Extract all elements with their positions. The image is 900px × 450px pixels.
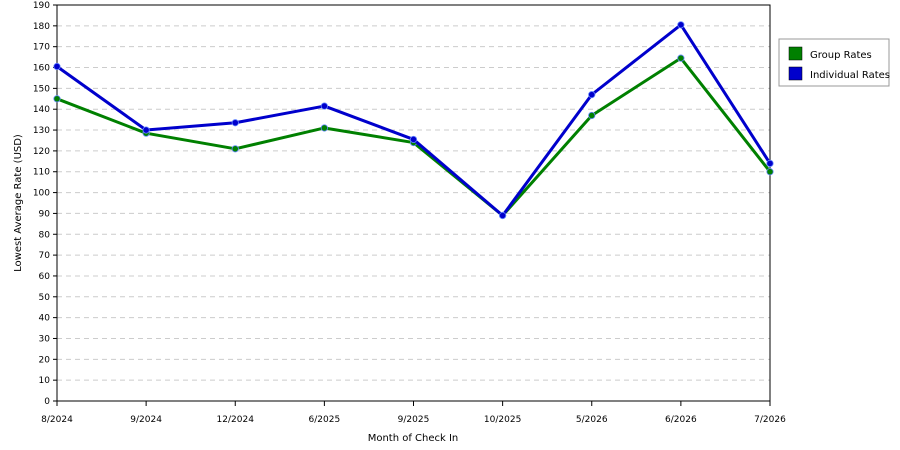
data-point-group-rates [231,145,239,153]
data-point-individual-rates [409,135,418,144]
data-point-group-rates [320,124,328,132]
data-point-individual-rates [499,211,507,220]
data-point-individual-rates [142,126,150,134]
y-tick-label: 60 [39,272,51,282]
x-tick-label: 9/2025 [398,415,430,425]
data-point-individual-rates [231,119,239,127]
y-tick-label: 110 [33,168,50,178]
y-tick-label: 100 [33,189,50,199]
y-tick-label: 180 [33,22,50,32]
y-tick-label: 150 [33,84,50,94]
legend: Group Rates Individual Rates [778,38,890,87]
y-tick-label: 0 [44,397,50,407]
data-point-individual-rates [53,62,61,71]
y-tick-label: 190 [33,1,50,11]
x-tick-label: 8/2024 [41,415,73,425]
y-axis-title: Lowest Average Rate (USD) [13,134,24,272]
y-tick-label: 20 [39,355,51,365]
x-tick-label: 7/2026 [754,415,786,425]
y-tick-label: 30 [39,334,51,344]
series-line-individual-rates [56,23,772,218]
y-tick-label: 40 [39,314,51,324]
data-point-individual-rates [320,102,328,110]
legend-swatch-individual-rates [788,66,803,81]
data-point-group-rates [677,54,685,62]
data-point-group-rates [588,111,596,120]
x-tick-label: 9/2024 [130,415,162,425]
y-tick-label: 70 [39,251,51,261]
data-point-individual-rates [766,159,774,167]
series-layer [53,21,774,220]
x-axis: 8/2024 9/2024 12/2024 6/2025 9/2025 10/2025 5/… [41,401,786,425]
grid-lines [57,25,770,381]
x-tick-label: 12/2024 [217,415,255,425]
data-point-individual-rates [677,21,685,29]
y-tick-label: 50 [39,293,51,303]
x-tick-label: 6/2026 [665,415,697,425]
x-tick-label: 10/2025 [484,415,521,425]
y-tick-label: 140 [33,105,50,115]
x-axis-title: Month of Check In [368,433,459,444]
y-tick-label: 90 [39,209,51,219]
x-tick-label: 6/2025 [309,415,341,425]
data-point-individual-rates [588,91,596,99]
y-axis: 0 10 20 30 40 50 60 70 80 90 100 110 120 130 140 150 160… [33,1,57,407]
legend-swatch-group-rates [788,46,803,61]
x-tick-label: 5/2026 [576,415,608,425]
y-tick-label: 170 [33,43,50,53]
y-tick-label: 80 [39,230,51,240]
data-point-group-rates [766,168,774,176]
legend-label-group-rates: Group Rates [810,50,872,61]
y-tick-label: 130 [33,126,50,136]
legend-label-individual-rates: Individual Rates [810,70,890,81]
y-tick-label: 10 [39,376,51,386]
y-tick-label: 160 [33,64,50,74]
y-tick-label: 120 [33,147,50,157]
plot-area [56,4,771,402]
data-point-group-rates [53,95,61,103]
